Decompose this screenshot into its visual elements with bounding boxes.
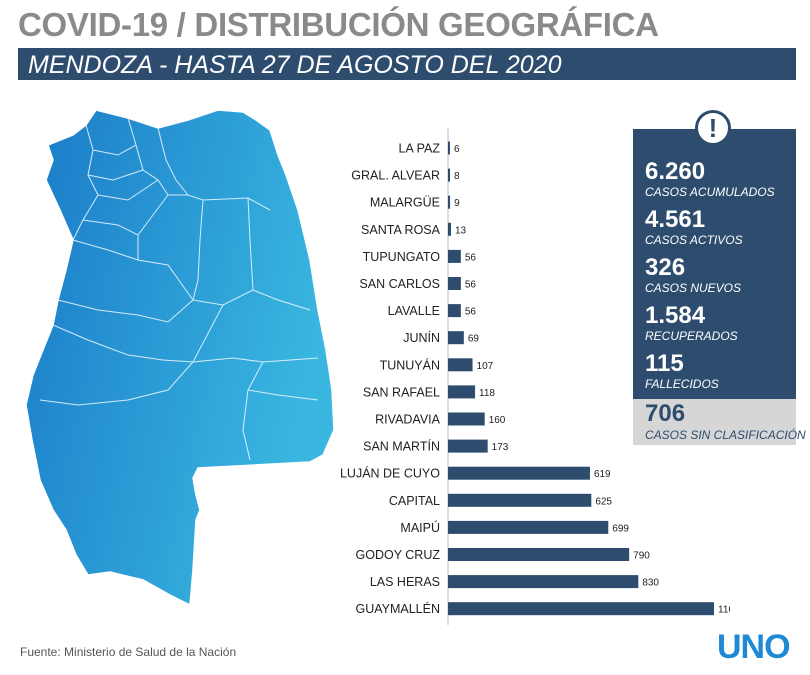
bar-value-label: 107 xyxy=(477,361,494,372)
page-subtitle: MENDOZA - HASTA 27 DE AGOSTO DEL 2020 xyxy=(28,51,562,79)
bar-value-label: 6 xyxy=(454,144,460,155)
map-province-shape xyxy=(25,109,335,607)
category-label: SAN CARLOS xyxy=(359,277,440,291)
bar-value-label: 790 xyxy=(633,551,650,562)
stat-value-new: 326 xyxy=(645,254,686,281)
bar-value-label: 625 xyxy=(595,496,612,507)
bar xyxy=(448,277,461,290)
stat-value-unclassified: 706 xyxy=(645,400,686,427)
bar xyxy=(448,168,450,182)
stat-label-unclassified: CASOS SIN CLASIFICACIÓN xyxy=(645,428,806,442)
bar xyxy=(448,195,451,209)
category-label: TUNUYÁN xyxy=(380,357,440,372)
stat-label-active: CASOS ACTIVOS xyxy=(645,233,743,247)
bar-value-label: 830 xyxy=(642,578,659,589)
category-label: GUAYMALLÉN xyxy=(355,601,440,616)
stat-label-recovered: RECUPERADOS xyxy=(645,329,738,343)
bar-chart: LA PAZ 6 GRAL. ALVEAR 8 MALARGÜE 9 SANTA ROSA 1… xyxy=(340,128,730,625)
category-label: LUJÁN DE CUYO xyxy=(340,466,440,481)
page-title: COVID-19 / DISTRIBUCIÓN GEOGRÁFICA xyxy=(18,6,659,43)
category-label: RIVADAVIA xyxy=(375,413,440,427)
subtitle-bar: MENDOZA - HASTA 27 DE AGOSTO DEL 2020 xyxy=(18,48,796,80)
bar xyxy=(448,331,464,345)
category-label: LAVALLE xyxy=(388,304,440,318)
category-label: LA PAZ xyxy=(399,142,441,156)
stat-value-deceased: 115 xyxy=(645,350,684,377)
category-label: GRAL. ALVEAR xyxy=(351,169,440,183)
category-label: SAN RAFAEL xyxy=(363,385,440,399)
bar-value-label: 160 xyxy=(489,415,506,426)
bar xyxy=(448,358,473,372)
stat-label-accumulated: CASOS ACUMULADOS xyxy=(645,185,775,199)
category-label: MAIPÚ xyxy=(400,520,440,535)
bar-value-label: 9 xyxy=(454,198,460,209)
category-label: JUNÍN xyxy=(403,330,440,345)
bar-value-label: 56 xyxy=(465,252,477,263)
source-note: Fuente: Ministerio de Salud de la Nación xyxy=(20,645,237,659)
category-label: MALARGÜE xyxy=(370,196,440,210)
category-label: SAN MARTÍN xyxy=(363,439,440,454)
alert-icon: ! xyxy=(695,110,731,146)
stat-value-recovered: 1.584 xyxy=(645,302,706,329)
mendoza-map xyxy=(25,109,335,607)
bar xyxy=(448,304,461,318)
bar xyxy=(448,385,476,399)
bar-value-label: 699 xyxy=(612,523,629,534)
bar-value-label: 1160 xyxy=(718,605,730,616)
stat-value-accumulated: 6.260 xyxy=(645,158,706,185)
bar xyxy=(448,575,639,589)
stats-unclassified-panel xyxy=(633,399,796,445)
stat-label-new: CASOS NUEVOS xyxy=(645,281,742,295)
bar-value-label: 56 xyxy=(465,307,477,318)
bar-value-label: 69 xyxy=(468,334,480,345)
bar xyxy=(448,493,592,507)
bar xyxy=(448,602,714,616)
map-department-borders xyxy=(39,117,319,461)
bar xyxy=(448,439,488,453)
category-label: GODOY CRUZ xyxy=(356,548,441,562)
category-label: LAS HERAS xyxy=(370,575,440,589)
bar xyxy=(448,548,630,561)
bar-value-label: 173 xyxy=(492,442,509,453)
bar xyxy=(448,466,590,480)
category-label: CAPITAL xyxy=(389,494,440,508)
bar-value-label: 118 xyxy=(479,388,495,399)
bar xyxy=(448,249,461,263)
bar xyxy=(448,222,451,236)
bar xyxy=(448,412,485,426)
stats-panel xyxy=(633,129,796,399)
bar xyxy=(448,520,609,534)
bar-value-label: 619 xyxy=(594,469,611,480)
uno-logo: UNO xyxy=(717,628,791,666)
bar-value-label: 56 xyxy=(465,280,477,291)
bar xyxy=(448,141,450,155)
bar-value-label: 13 xyxy=(455,225,467,236)
bar-value-label: 8 xyxy=(454,171,460,182)
category-label: SANTA ROSA xyxy=(361,223,441,237)
stat-label-deceased: FALLECIDOS xyxy=(645,377,719,391)
stat-value-active: 4.561 xyxy=(645,206,706,233)
category-label: TUPUNGATO xyxy=(363,250,441,264)
